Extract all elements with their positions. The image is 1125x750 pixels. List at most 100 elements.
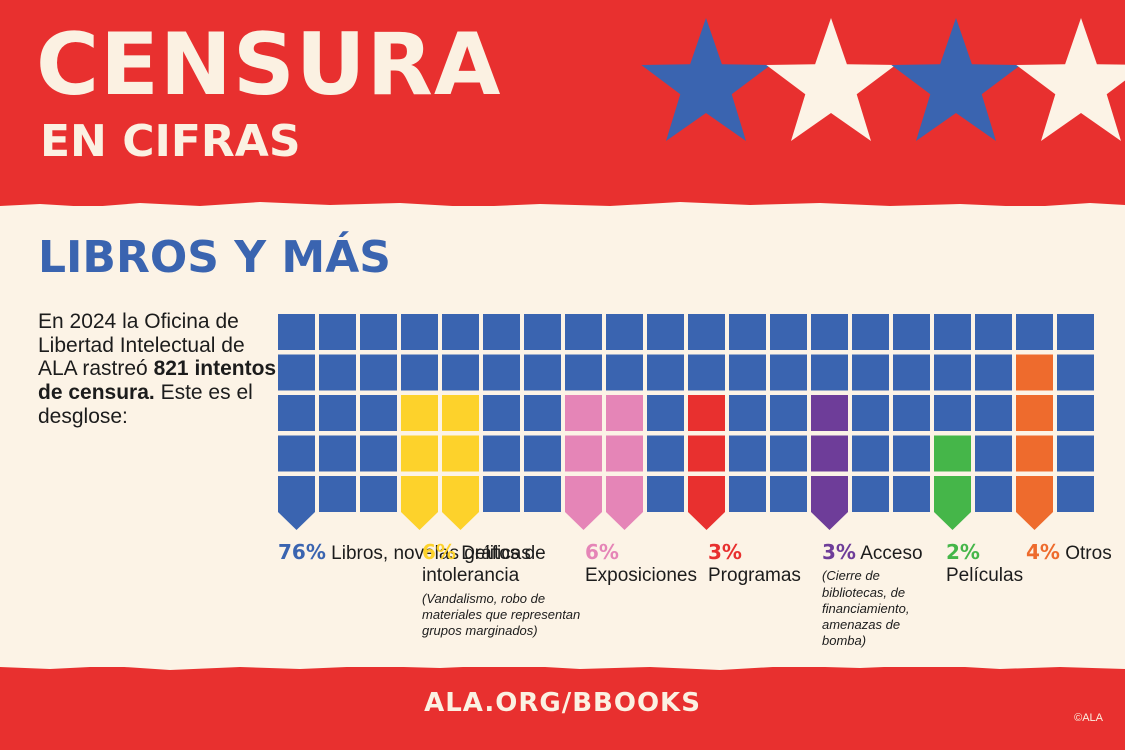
intro-text: En 2024 la Oficina de Libertad Intelectu… (38, 310, 278, 429)
waffle-cell (688, 354, 725, 391)
legend-category: Programas (708, 565, 801, 587)
waffle-cell (934, 395, 971, 431)
waffle-cell (647, 435, 684, 472)
waffle-cell (319, 476, 356, 512)
waffle-cell (1057, 435, 1094, 472)
waffle-cell (606, 395, 643, 431)
waffle-arrow-cell (442, 476, 479, 530)
legend-label: 3% Acceso (822, 540, 937, 565)
legend-category: Otros (1059, 543, 1112, 564)
waffle-cell (483, 314, 520, 350)
waffle-cell (524, 354, 561, 391)
waffle-cell (319, 314, 356, 350)
waffle-arrow-cell (1016, 476, 1053, 530)
waffle-cell (278, 314, 315, 350)
waffle-cell (729, 314, 766, 350)
waffle-arrow-cell (278, 476, 315, 530)
torn-edge-bottom (0, 663, 1125, 670)
waffle-cell (811, 435, 848, 472)
waffle-cell (975, 354, 1012, 391)
legend-label: 4% Otros (1026, 540, 1112, 565)
waffle-cell (893, 476, 930, 512)
waffle-cell (1057, 395, 1094, 431)
waffle-cell (401, 395, 438, 431)
waffle-cell (278, 354, 315, 391)
waffle-cell (647, 395, 684, 431)
waffle-chart (278, 314, 1094, 530)
waffle-arrow-cell (934, 476, 971, 530)
waffle-arrow-cell (565, 476, 602, 530)
legend-label: 3% Programas (708, 540, 801, 588)
waffle-cell (524, 314, 561, 350)
legend-item: 3% Acceso (Cierre de bibliotecas, de fina… (822, 540, 937, 650)
waffle-cell (565, 314, 602, 350)
waffle-cell (975, 314, 1012, 350)
waffle-cell (360, 314, 397, 350)
waffle-cell (360, 476, 397, 512)
waffle-cell (729, 435, 766, 472)
legend-category: Exposiciones (585, 565, 697, 587)
legend-note: (Vandalismo, robo de materiales que repr… (422, 590, 581, 639)
waffle-arrow-cell (688, 476, 725, 530)
waffle-cell (360, 435, 397, 472)
waffle-cell (934, 354, 971, 391)
waffle-cell (647, 314, 684, 350)
waffle-cell (893, 314, 930, 350)
waffle-arrow-cell (606, 476, 643, 530)
legend-percent: 2% (946, 540, 980, 564)
stars-decoration (641, 18, 1125, 141)
waffle-cell (1016, 314, 1053, 350)
waffle-cell (934, 314, 971, 350)
waffle-cell (442, 314, 479, 350)
star-icon (641, 18, 771, 141)
legend-item: 76% Libros, novelas gráficas (278, 540, 531, 565)
waffle-cell (524, 395, 561, 431)
legend-percent: 76% (278, 540, 326, 564)
waffle-cell (688, 395, 725, 431)
waffle-cell (852, 354, 889, 391)
waffle-cell (770, 314, 807, 350)
waffle-cell (401, 354, 438, 391)
waffle-cell (278, 395, 315, 431)
legend-item: 3% Programas (708, 540, 801, 588)
waffle-cell (1057, 476, 1094, 512)
legend-item: 6% Exposiciones (585, 540, 697, 588)
waffle-cell (811, 395, 848, 431)
waffle-cell (524, 435, 561, 472)
legend-item: 2% Películas (946, 540, 1023, 588)
page-subtitle: EN CIFRAS (40, 116, 301, 167)
waffle-cell (647, 476, 684, 512)
waffle-arrow-cell (811, 476, 848, 530)
intro-highlight: 821 intentos de censura. (38, 357, 277, 405)
torn-edge-top (0, 202, 1125, 210)
intro-tail: Este es el desglose: (38, 381, 253, 428)
waffle-cell (565, 395, 602, 431)
legend-item: 4% Otros (1026, 540, 1112, 565)
waffle-cell (524, 476, 561, 512)
waffle-cell (483, 354, 520, 391)
waffle-arrow-cell (401, 476, 438, 530)
page-title: CENSURA (36, 15, 502, 115)
legend-percent: 3% (822, 540, 856, 564)
legend-label: 6% Delitos de intolerancia (422, 540, 592, 588)
waffle-cell (442, 395, 479, 431)
legend-label: 6% Exposiciones (585, 540, 697, 588)
waffle-cell (442, 354, 479, 391)
legend-percent: 3% (708, 540, 742, 564)
waffle-cell (483, 476, 520, 512)
legend-item: 6% Delitos de intolerancia (Vandalismo, r… (422, 540, 592, 640)
waffle-cell (729, 476, 766, 512)
waffle-cell (360, 354, 397, 391)
waffle-cell (442, 435, 479, 472)
legend-note: (Cierre de bibliotecas, de financiamient… (822, 568, 910, 649)
waffle-cell (852, 435, 889, 472)
waffle-cell (852, 476, 889, 512)
waffle-cell (688, 435, 725, 472)
legend-percent: 6% (585, 540, 619, 564)
legend-category: Delitos de intolerancia (422, 543, 546, 587)
waffle-cell (483, 395, 520, 431)
legend-percent: 6% (422, 540, 456, 564)
waffle-cell (1016, 354, 1053, 391)
footer-url[interactable]: ALA.ORG/BBOOKS (424, 688, 701, 718)
waffle-cell (278, 435, 315, 472)
